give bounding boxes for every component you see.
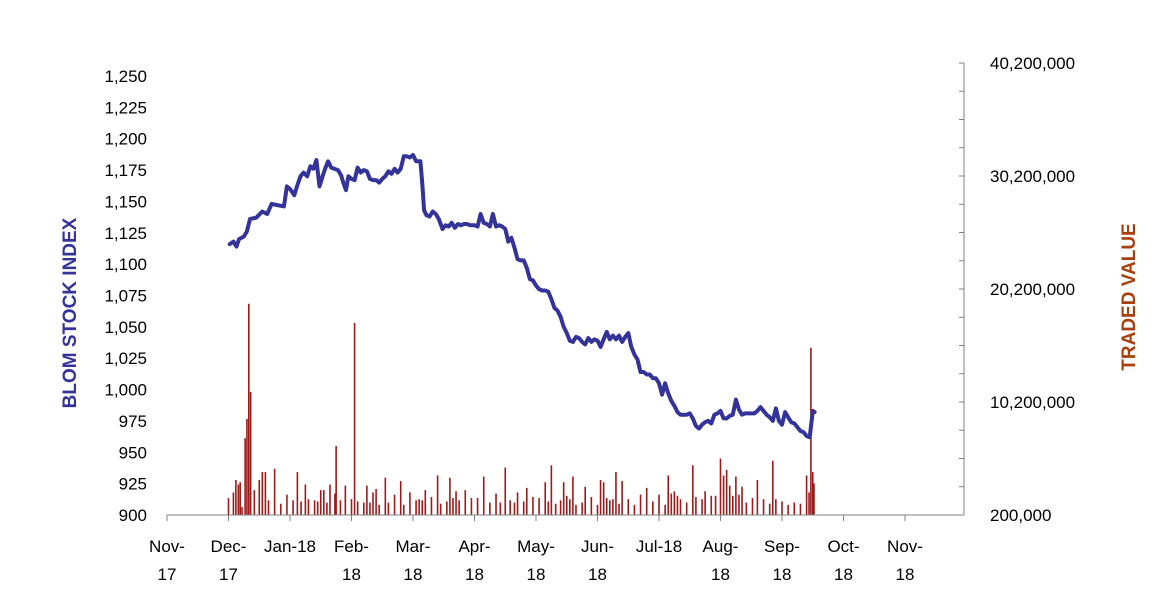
- left-tick-label: 1,175: [104, 161, 147, 180]
- right-axis-ticks: 200,000 10,200,000 20,200,000 30,200,000 40,…: [959, 54, 1075, 525]
- x-tick-label: Feb-: [334, 537, 369, 556]
- left-tick-label: 950: [119, 443, 147, 462]
- x-tick-label-line2: 18: [773, 565, 792, 584]
- left-axis-ticks: 900 925 950 975 1,000 1,025 1,050 1,075 1,100 1,1…: [104, 67, 147, 525]
- x-axis-ticks: Nov- 17 Dec- 17 Jan-18 Feb- 18 Mar- 18 Apr- 18 May-…: [149, 515, 923, 584]
- blom-index-line: [227, 153, 817, 440]
- left-tick-label: 1,125: [104, 224, 147, 243]
- left-tick-label: 975: [119, 412, 147, 431]
- x-tick-label: Jan-18: [264, 537, 316, 556]
- left-axis-title: BLOM STOCK INDEX: [60, 217, 81, 408]
- left-tick-label: 925: [119, 475, 147, 494]
- left-tick-label: 1,250: [104, 67, 147, 86]
- x-tick-label: Aug-: [703, 537, 739, 556]
- left-tick-label: 1,075: [104, 287, 147, 306]
- x-tick-label-line2: 18: [588, 565, 607, 584]
- x-tick-label: Apr-: [458, 537, 490, 556]
- left-tick-label: 1,000: [104, 381, 147, 400]
- x-tick-label: Dec-: [211, 537, 247, 556]
- x-tick-label: Mar-: [396, 537, 431, 556]
- x-tick-label-line2: 18: [527, 565, 546, 584]
- x-tick-label-line2: 18: [896, 565, 915, 584]
- x-tick-label: Jul-18: [636, 537, 682, 556]
- right-tick-label: 40,200,000: [990, 54, 1075, 73]
- x-tick-label-line2: 17: [219, 565, 238, 584]
- x-tick-label: Sep-: [764, 537, 800, 556]
- left-tick-label: 1,025: [104, 349, 147, 368]
- right-tick-label: 10,200,000: [990, 393, 1075, 412]
- x-tick-label: Nov-: [149, 537, 185, 556]
- x-tick-label: Jun-: [581, 537, 614, 556]
- x-tick-label-line2: 18: [465, 565, 484, 584]
- right-tick-label: 200,000: [990, 506, 1051, 525]
- x-tick-label: Oct-: [827, 537, 859, 556]
- x-tick-label-line2: 18: [834, 565, 853, 584]
- left-tick-label: 1,150: [104, 192, 147, 211]
- x-tick-label: May-: [517, 537, 555, 556]
- left-tick-label: 900: [119, 506, 147, 525]
- left-tick-label: 1,225: [104, 98, 147, 117]
- left-tick-label: 1,100: [104, 255, 147, 274]
- x-tick-label-line2: 18: [342, 565, 361, 584]
- x-tick-label-line2: 18: [404, 565, 423, 584]
- left-tick-label: 1,050: [104, 318, 147, 337]
- x-tick-label: Nov-: [887, 537, 923, 556]
- left-tick-label: 1,200: [104, 130, 147, 149]
- traded-value-bars: [227, 303, 815, 515]
- x-tick-label-line2: 17: [158, 565, 177, 584]
- right-tick-label: 30,200,000: [990, 167, 1075, 186]
- right-tick-label: 20,200,000: [990, 280, 1075, 299]
- x-tick-label-line2: 18: [711, 565, 730, 584]
- right-axis-title: TRADED VALUE: [1119, 223, 1140, 370]
